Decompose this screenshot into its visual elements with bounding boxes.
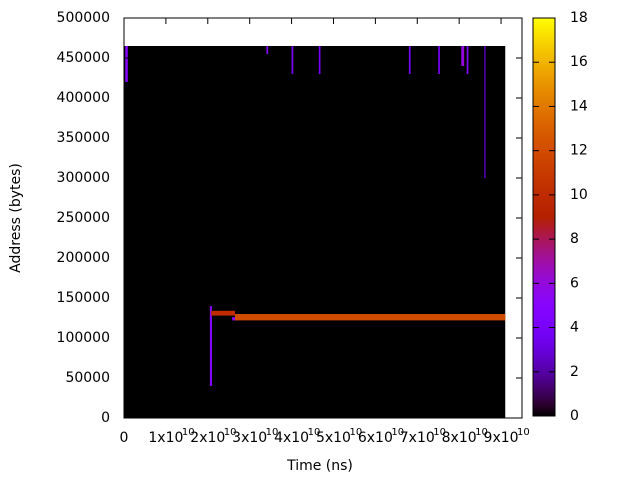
x-tick-label: 4x10 — [274, 430, 309, 446]
x-tick-label: 7x10 — [400, 430, 435, 446]
heat-cell — [461, 46, 465, 66]
heat-cell — [209, 306, 212, 386]
x-tick-exponent: 10 — [182, 427, 195, 438]
colorbar-tick-label: 10 — [570, 187, 588, 203]
y-tick-label: 250000 — [57, 210, 110, 226]
colorbar-tick-label: 4 — [570, 320, 579, 336]
x-tick-label: 9x10 — [484, 430, 519, 446]
colorbar — [532, 17, 556, 417]
y-tick-label: 300000 — [57, 170, 110, 186]
heat-cell — [124, 46, 506, 418]
x-tick-exponent: 10 — [224, 427, 237, 438]
colorbar-tick-label: 6 — [570, 275, 579, 291]
x-tick-label: 8x10 — [442, 430, 477, 446]
x-tick-label: 5x10 — [316, 430, 351, 446]
colorbar-tick-label: 18 — [570, 10, 588, 26]
heat-cell — [235, 314, 506, 321]
heat-cell — [466, 46, 469, 74]
x-tick-label: 2x10 — [190, 430, 225, 446]
colorbar-tick-label: 2 — [570, 364, 579, 380]
heat-cell — [125, 46, 128, 82]
colorbar-tick-label: 0 — [570, 408, 579, 424]
heat-cell — [484, 46, 486, 178]
heatmap — [124, 46, 506, 418]
heat-cell — [408, 46, 411, 74]
x-tick-exponent: 10 — [391, 427, 404, 438]
x-tick-label: 0 — [120, 430, 129, 446]
heat-cell — [211, 310, 236, 316]
x-tick-exponent: 10 — [475, 427, 488, 438]
y-tick-label: 100000 — [57, 330, 110, 346]
y-tick-label: 350000 — [57, 130, 110, 146]
heat-cell — [438, 46, 440, 74]
x-tick-exponent: 10 — [349, 427, 362, 438]
y-axis-label: Address (bytes) — [8, 163, 24, 273]
colorbar-tick-label: 14 — [570, 98, 588, 114]
y-tick-label: 500000 — [57, 10, 110, 26]
y-tick-label: 150000 — [57, 290, 110, 306]
x-tick-exponent: 10 — [517, 427, 530, 438]
heat-cell — [291, 46, 294, 74]
x-tick-label: 3x10 — [232, 430, 267, 446]
y-tick-label: 200000 — [57, 250, 110, 266]
y-tick-label: 400000 — [57, 90, 110, 106]
colorbar-tick-label: 8 — [570, 231, 579, 247]
colorbar-tick-label: 12 — [570, 143, 588, 159]
y-tick-label: 0 — [101, 410, 110, 426]
x-tick-label: 1x10 — [148, 430, 183, 446]
y-tick-label: 450000 — [57, 50, 110, 66]
heat-cell — [266, 46, 269, 54]
x-axis-label: Time (ns) — [286, 458, 353, 474]
x-tick-label: 6x10 — [358, 430, 393, 446]
x-tick-exponent: 10 — [433, 427, 446, 438]
x-tick-exponent: 10 — [266, 427, 279, 438]
colorbar-tick-label: 16 — [570, 54, 588, 70]
x-tick-exponent: 10 — [308, 427, 321, 438]
y-tick-label: 50000 — [65, 370, 110, 386]
heat-cell — [318, 46, 321, 74]
